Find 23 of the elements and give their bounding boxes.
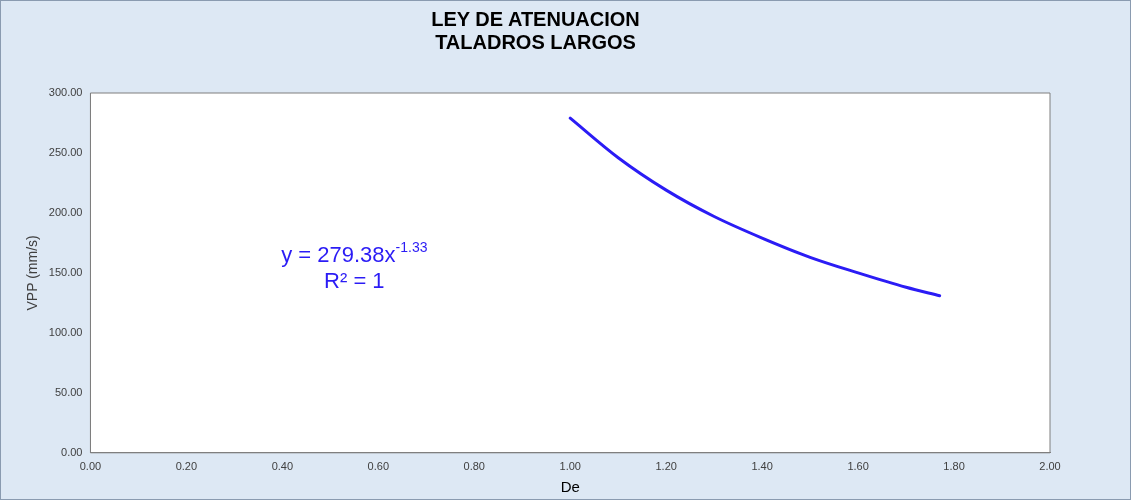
chart-title: LEY DE ATENUACION TALADROS LARGOS (431, 8, 640, 54)
line-series (568, 116, 942, 298)
x-tick-label: 0.00 (79, 460, 102, 473)
y-axis-title: VPP (mm/s) (24, 235, 41, 311)
y-tick-label: 300.00 (48, 86, 83, 99)
annotation: R² = 1 (324, 268, 385, 294)
x-tick-label: 1.00 (559, 460, 581, 473)
y-tick-label: 100.00 (48, 325, 83, 338)
x-tick-label: 1.40 (751, 460, 773, 473)
x-axis-title: De (560, 478, 580, 496)
y-tick-label: 150.00 (48, 265, 83, 278)
y-tick-label: 50.00 (54, 385, 83, 398)
y-tick-label: 200.00 (48, 205, 83, 218)
x-tick-label: 0.60 (367, 460, 390, 473)
x-tick-label: 0.40 (271, 460, 294, 473)
x-tick-label: 2.00 (1039, 460, 1061, 473)
y-tick-label: 250.00 (48, 146, 83, 158)
x-tick-label: 1.60 (847, 460, 869, 473)
x-tick-label: 0.80 (463, 460, 485, 473)
x-tick-label: 1.20 (655, 460, 677, 473)
y-tick-label: 0.00 (61, 445, 83, 458)
x-tick-label: 0.20 (175, 460, 198, 473)
x-tick-label: 1.80 (943, 460, 965, 473)
